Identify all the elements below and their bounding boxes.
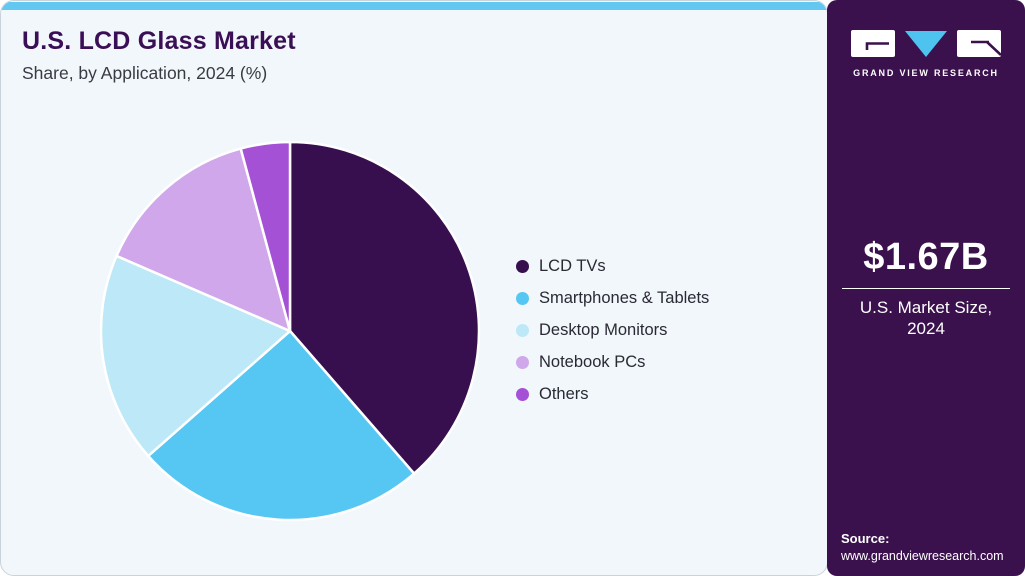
pie-slice-lcd-tvs [288, 140, 481, 475]
pie-slice-notebook-pcs [115, 147, 292, 333]
chart-card: U.S. LCD Glass Market Share, by Applicat… [0, 0, 828, 576]
market-size-label: U.S. Market Size, 2024 [859, 298, 993, 339]
logo-v-triangle [905, 31, 947, 57]
pie-slice-others [239, 140, 292, 333]
legend-label: Notebook PCs [539, 352, 646, 371]
legend-item-smartphones-tablets: Smartphones & Tablets [516, 282, 709, 314]
legend-label: LCD TVs [539, 256, 606, 275]
pie-slice-desktop-monitors [99, 254, 292, 458]
chart-header: U.S. LCD Glass Market Share, by Applicat… [22, 27, 296, 84]
legend-label: Others [539, 384, 589, 403]
legend-dot-icon [516, 259, 529, 273]
gvr-logo-icon [851, 26, 1002, 65]
source-link[interactable]: www.grandviewresearch.com [841, 549, 1004, 563]
legend-dot-icon [516, 355, 529, 369]
legend-item-notebook-pcs: Notebook PCs [516, 346, 709, 378]
logo-g-block [851, 30, 895, 57]
divider [842, 288, 1010, 289]
pie-chart-svg [99, 140, 481, 522]
market-size-block: $1.67B U.S. Market Size, 2024 [827, 236, 1025, 340]
legend-label: Smartphones & Tablets [539, 288, 710, 307]
accent-strip [1, 2, 827, 10]
page-title: U.S. LCD Glass Market [22, 27, 296, 55]
logo-wordmark: GRAND VIEW RESEARCH [853, 68, 999, 78]
legend-item-others: Others [516, 378, 709, 410]
legend-item-lcd-tvs: LCD TVs [516, 250, 709, 282]
page-subtitle: Share, by Application, 2024 (%) [22, 63, 268, 83]
legend-dot-icon [516, 323, 529, 337]
pie-slice-smartphones-tablets [146, 329, 416, 522]
legend-label: Desktop Monitors [539, 320, 668, 339]
source-label: Source: [841, 531, 890, 546]
legend-item-desktop-monitors: Desktop Monitors [516, 314, 709, 346]
sidebar: GRAND VIEW RESEARCH $1.67B U.S. Market S… [827, 0, 1025, 576]
source-block: Source: www.grandviewresearch.com [841, 531, 1004, 563]
pie-chart [97, 138, 483, 524]
gvr-logo: GRAND VIEW RESEARCH [827, 26, 1025, 78]
market-size-value: $1.67B [863, 236, 989, 278]
legend-dot-icon [516, 387, 529, 401]
chart-legend: LCD TVs Smartphones & Tablets Desktop Mo… [516, 250, 709, 410]
logo-r-block [957, 30, 1002, 57]
legend-dot-icon [516, 291, 529, 305]
